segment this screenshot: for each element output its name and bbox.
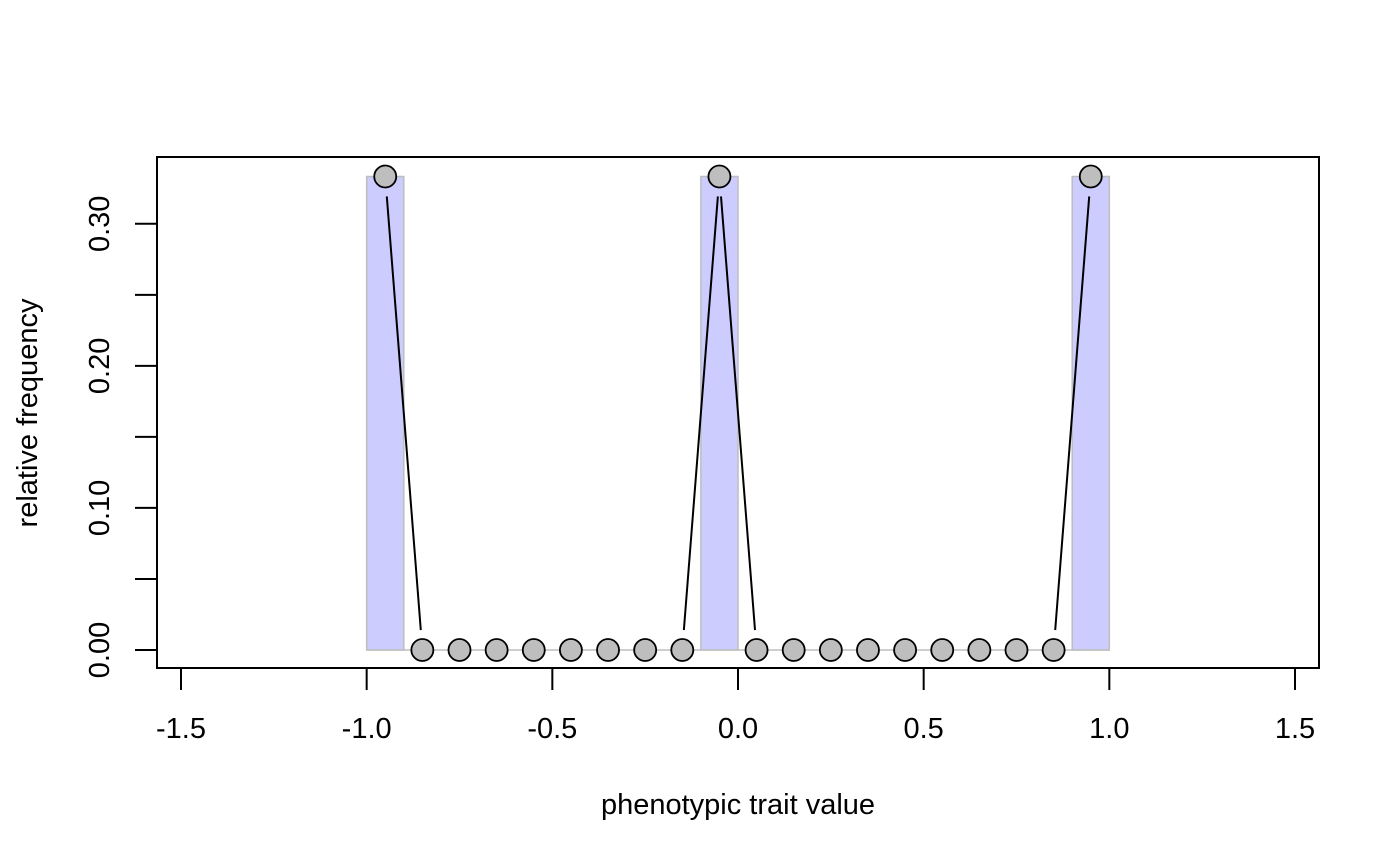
x-axis: -1.5 -1.0 -0.5 0.0 0.5 1.0 1.5 <box>156 667 1315 745</box>
data-point <box>818 638 843 662</box>
data-point <box>1041 638 1066 662</box>
connector-line <box>385 196 422 631</box>
data-point <box>930 638 955 662</box>
data-point <box>856 638 880 662</box>
connector-line <box>1054 196 1091 631</box>
data-point <box>521 638 546 662</box>
data-point <box>484 638 509 662</box>
data-point <box>707 164 732 189</box>
data-point <box>670 638 695 662</box>
data-point <box>893 638 917 662</box>
y-tick-label: 0.10 <box>84 480 116 536</box>
data-point <box>781 638 806 662</box>
x-tick-label: -0.5 <box>527 713 577 745</box>
y-axis: 0.00 0.10 0.20 0.30 <box>84 196 158 678</box>
connector-line <box>682 196 719 631</box>
data-point <box>967 638 992 662</box>
data-point <box>1078 164 1103 189</box>
y-tick-label: 0.20 <box>84 338 116 394</box>
x-tick-label: -1.0 <box>342 713 392 745</box>
x-tick-label: 1.0 <box>1089 713 1129 745</box>
x-axis-title: phenotypic trait value <box>601 789 875 821</box>
y-tick-label: 0.30 <box>84 196 116 252</box>
x-tick-label: -1.5 <box>156 713 206 745</box>
data-point <box>744 638 769 662</box>
x-tick-label: 1.5 <box>1275 713 1315 745</box>
y-axis-title: relative frequency <box>12 298 44 527</box>
data-point <box>373 164 398 189</box>
data-point <box>1004 638 1029 662</box>
connector-lines-layer <box>385 196 1091 631</box>
data-point <box>559 638 583 662</box>
histogram-bar <box>365 175 405 651</box>
y-tick-label: 0.00 <box>84 622 116 678</box>
data-point <box>596 638 620 662</box>
data-point <box>410 638 435 662</box>
data-point <box>447 638 472 662</box>
x-tick-label: 0.5 <box>904 713 944 745</box>
histogram-bar <box>1071 175 1111 651</box>
data-point <box>633 638 658 662</box>
x-tick-label: 0.0 <box>718 713 758 745</box>
points-layer <box>373 164 1103 662</box>
connector-line <box>720 196 756 631</box>
histogram-bar <box>700 175 739 651</box>
